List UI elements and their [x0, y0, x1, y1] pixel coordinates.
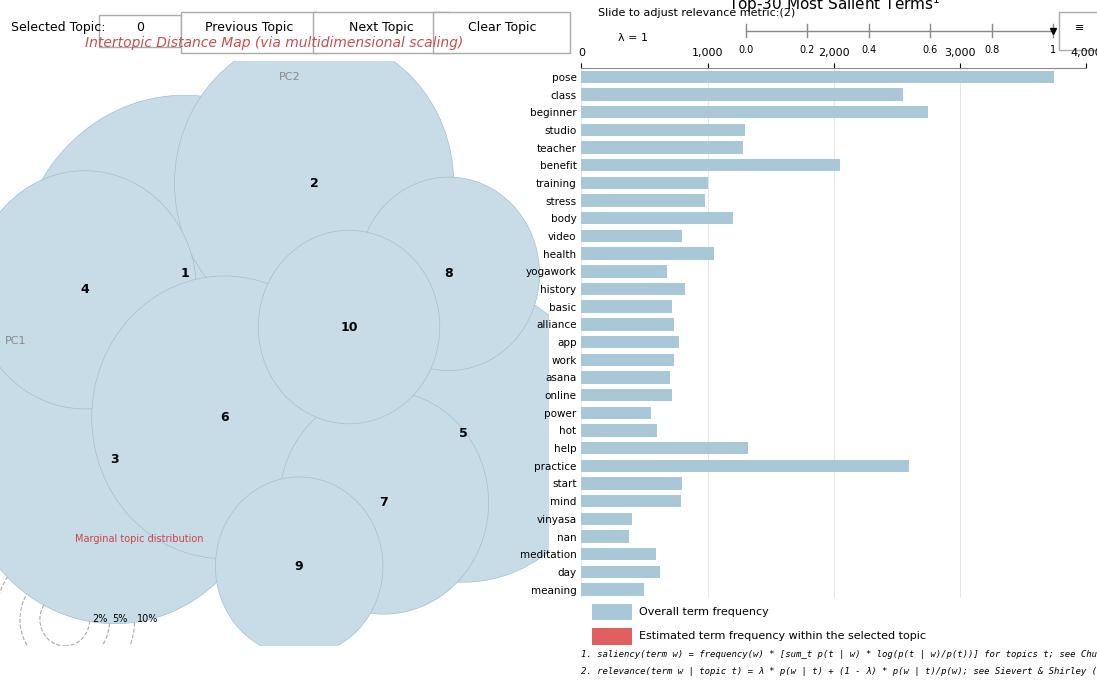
Text: 5%: 5% — [112, 615, 127, 624]
Bar — [581, 460, 909, 472]
Circle shape — [174, 35, 454, 333]
Bar — [581, 318, 674, 330]
Bar — [581, 194, 705, 207]
Text: Overall term frequency: Overall term frequency — [640, 607, 769, 617]
Bar — [581, 283, 685, 295]
Text: 0.2: 0.2 — [800, 45, 815, 55]
Text: Estimated term frequency within the selected topic: Estimated term frequency within the sele… — [640, 632, 927, 641]
Text: 1. saliency(term w) = frequency(w) * [sum_t p(t | w) * log(p(t | w)/p(t))] for t: 1. saliency(term w) = frequency(w) * [su… — [581, 650, 1097, 659]
Bar — [581, 530, 630, 543]
Bar — [581, 407, 651, 419]
Bar — [581, 336, 679, 348]
Bar — [581, 583, 645, 596]
Text: ≡: ≡ — [1075, 22, 1084, 33]
Text: Clear Topic: Clear Topic — [467, 21, 536, 34]
Circle shape — [358, 177, 540, 371]
Text: 0.8: 0.8 — [984, 45, 999, 55]
Text: Selected Topic:: Selected Topic: — [11, 21, 105, 34]
Text: 4: 4 — [80, 284, 89, 296]
Text: Slide to adjust relevance metric:(2): Slide to adjust relevance metric:(2) — [598, 8, 795, 18]
Circle shape — [0, 296, 269, 624]
Text: λ = 1: λ = 1 — [618, 33, 647, 43]
Bar — [581, 389, 672, 401]
Text: 3: 3 — [111, 454, 118, 466]
Bar — [581, 212, 733, 224]
Text: 0.0: 0.0 — [738, 45, 754, 55]
Circle shape — [280, 391, 488, 614]
Bar — [581, 124, 746, 136]
FancyBboxPatch shape — [433, 12, 570, 52]
Text: 1: 1 — [1050, 45, 1056, 55]
Text: 8: 8 — [444, 267, 453, 280]
Text: Next Topic: Next Topic — [349, 21, 414, 34]
Circle shape — [324, 284, 603, 582]
Bar — [581, 513, 632, 525]
Text: 5: 5 — [460, 427, 468, 440]
Circle shape — [215, 477, 383, 656]
Bar — [581, 424, 657, 437]
Text: 10: 10 — [340, 320, 358, 333]
Text: 0: 0 — [136, 21, 145, 34]
Bar — [581, 495, 681, 507]
Bar — [581, 230, 682, 242]
FancyBboxPatch shape — [591, 628, 632, 645]
FancyBboxPatch shape — [181, 12, 318, 52]
Text: 2. relevance(term w | topic t) = λ * p(w | t) + (1 - λ) * p(w | t)/p(w); see Sie: 2. relevance(term w | topic t) = λ * p(w… — [581, 667, 1097, 676]
Bar — [581, 354, 674, 366]
Bar — [581, 106, 928, 118]
FancyBboxPatch shape — [313, 12, 450, 52]
Bar — [581, 159, 840, 171]
Text: 7: 7 — [380, 496, 388, 509]
Text: Intertopic Distance Map (via multidimensional scaling): Intertopic Distance Map (via multidimens… — [86, 35, 463, 50]
Text: 2: 2 — [309, 177, 318, 190]
Text: PC2: PC2 — [280, 72, 301, 82]
Bar — [581, 548, 656, 560]
Text: 1: 1 — [180, 267, 189, 280]
Bar — [581, 141, 743, 154]
Text: Marginal topic distribution: Marginal topic distribution — [75, 534, 203, 545]
Bar — [581, 71, 1054, 83]
Circle shape — [258, 231, 440, 424]
FancyBboxPatch shape — [591, 604, 632, 620]
Bar — [581, 477, 682, 490]
Bar — [581, 301, 672, 313]
Text: 10%: 10% — [137, 615, 158, 624]
Text: Top-30 Most Salient Terms$^{1}$: Top-30 Most Salient Terms$^{1}$ — [727, 0, 940, 15]
Text: 0.6: 0.6 — [923, 45, 938, 55]
FancyBboxPatch shape — [1059, 12, 1097, 50]
Bar — [581, 88, 903, 101]
Text: 2%: 2% — [92, 615, 108, 624]
FancyBboxPatch shape — [99, 15, 181, 46]
Bar — [581, 566, 659, 578]
Circle shape — [16, 95, 352, 452]
Bar — [581, 177, 708, 189]
Bar — [581, 265, 667, 277]
Bar — [581, 371, 669, 384]
Circle shape — [0, 171, 196, 409]
Text: 6: 6 — [220, 411, 228, 424]
Bar — [581, 442, 748, 454]
Bar — [581, 248, 714, 260]
Text: 9: 9 — [295, 560, 304, 573]
Text: PC1: PC1 — [5, 336, 26, 345]
Text: 0.4: 0.4 — [861, 45, 877, 55]
Circle shape — [92, 276, 357, 559]
Text: Previous Topic: Previous Topic — [205, 21, 294, 34]
